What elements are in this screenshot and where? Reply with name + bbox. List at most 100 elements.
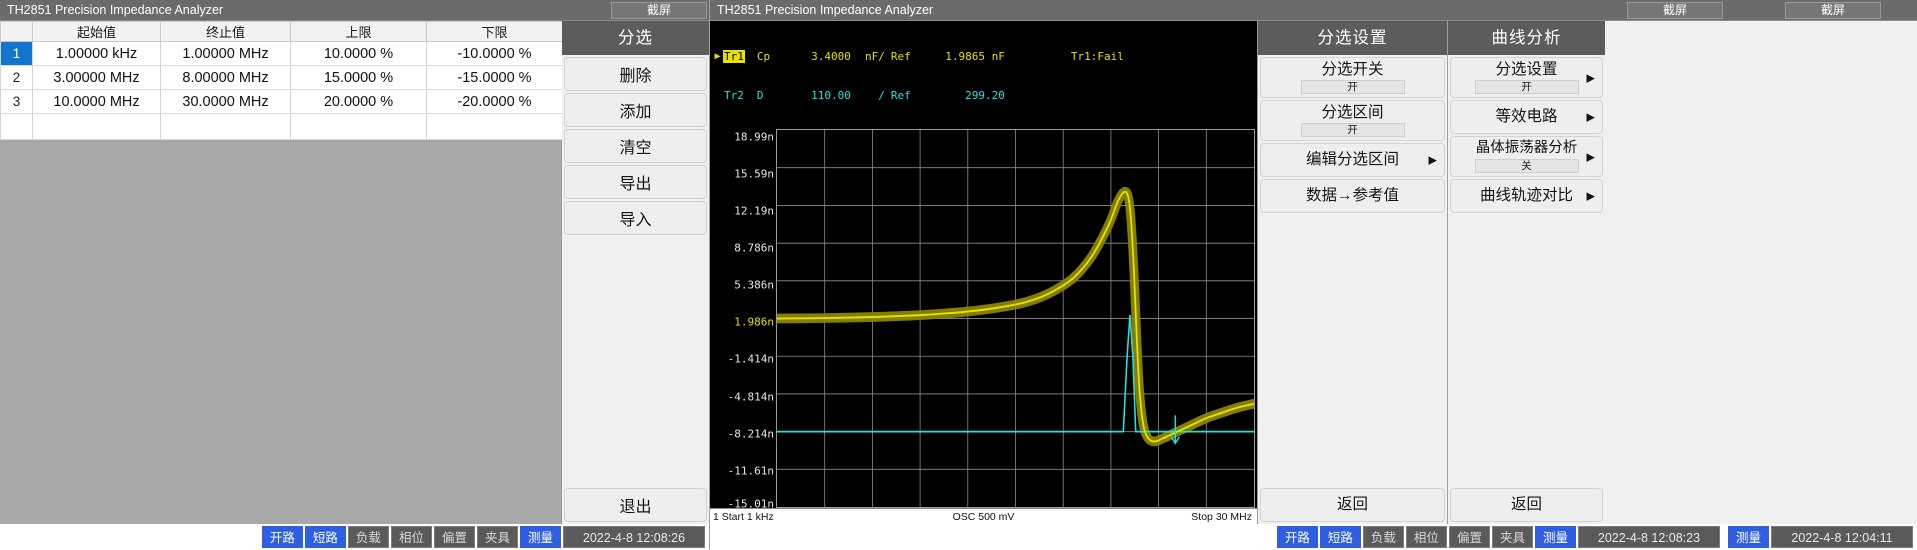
row-index: 1: [0, 41, 33, 66]
capture-screen-button-2[interactable]: 截屏: [1627, 1, 1723, 19]
col-header-index: [0, 21, 33, 42]
status-phase-2[interactable]: 相位: [1405, 526, 1447, 548]
status-short-2[interactable]: 短路: [1319, 526, 1361, 548]
status-open[interactable]: 开路: [261, 526, 303, 548]
trace2-value: 110.00: [811, 89, 851, 102]
binning-table-container: 起始值 终止值 上限 下限 1 1.00000 kHz 1.00000 MHz …: [0, 21, 563, 524]
softkey-clear[interactable]: 清空: [564, 129, 707, 163]
cell-start[interactable]: 1.00000 kHz: [32, 41, 161, 66]
trace2-param: D: [756, 89, 764, 102]
row-index: [0, 113, 33, 140]
y-tick-2: 12.19n: [734, 204, 774, 218]
plot-area[interactable]: 18.99n 15.59n 12.19n 8.786n 5.386n 1.986…: [710, 129, 1259, 511]
y-tick-8: -8.214n: [727, 427, 774, 441]
softkey-binning-back[interactable]: 返回: [1260, 488, 1445, 522]
status-measure[interactable]: 测量: [519, 526, 561, 548]
status-load[interactable]: 负载: [347, 526, 389, 548]
trace2-tag[interactable]: Tr2: [724, 89, 744, 102]
softkey-binning-range-label: 分选区间: [1321, 104, 1384, 121]
softkey-curve-binning-settings[interactable]: 分选设置 开 ▶: [1450, 57, 1603, 98]
cell-start[interactable]: [32, 113, 161, 140]
table-row[interactable]: 1 1.00000 kHz 1.00000 MHz 10.0000 % -10.…: [0, 41, 563, 66]
softkey-exit[interactable]: 退出: [564, 488, 707, 522]
cell-start[interactable]: 10.0000 MHz: [32, 89, 161, 114]
cell-lower[interactable]: -20.0000 %: [426, 89, 563, 114]
cell-upper[interactable]: 15.0000 %: [290, 65, 427, 90]
cell-start[interactable]: 3.00000 MHz: [32, 65, 161, 90]
cell-stop[interactable]: 30.0000 MHz: [160, 89, 291, 114]
window2-statusbar: 开路 短路 负载 相位 偏置 夹具 测量 2022-4-8 12:08:23 测…: [710, 524, 1917, 550]
cell-stop[interactable]: 8.00000 MHz: [160, 65, 291, 90]
table-row[interactable]: 3 10.0000 MHz 30.0000 MHz 20.0000 % -20.…: [0, 89, 563, 114]
softkey-equivalent-circuit[interactable]: 等效电路 ▶: [1450, 100, 1603, 134]
status-fixture[interactable]: 夹具: [476, 526, 518, 548]
cell-lower[interactable]: [426, 113, 563, 140]
capture-screen-button-3[interactable]: 截屏: [1785, 1, 1881, 19]
status-timestamp-2: 2022-4-8 12:08:23: [1577, 526, 1720, 548]
trace1-tag[interactable]: Tr1: [723, 50, 745, 63]
softkey-crystal-oscillator-analysis[interactable]: 晶体振荡器分析 关 ▶: [1450, 136, 1603, 177]
cell-lower[interactable]: -10.0000 %: [426, 41, 563, 66]
status-fixture-2[interactable]: 夹具: [1491, 526, 1533, 548]
scope-display[interactable]: ▶ Tr1 Cp 3.4000 nF/ Ref 1.9865 nF Tr1:Fa…: [710, 21, 1259, 524]
status-open-2[interactable]: 开路: [1276, 526, 1318, 548]
softkey-export[interactable]: 导出: [564, 165, 707, 199]
cell-upper[interactable]: [290, 113, 427, 140]
y-tick-0: 18.99n: [734, 130, 774, 144]
row-index: 3: [0, 89, 33, 114]
col-header-stop: 终止值: [160, 21, 291, 42]
softkey-add[interactable]: 添加: [564, 93, 707, 127]
softkey-binning-switch[interactable]: 分选开关 开: [1260, 57, 1445, 98]
softkey-curve-binning-settings-label: 分选设置: [1495, 61, 1558, 78]
trace-line-1[interactable]: ▶ Tr1 Cp 3.4000 nF/ Ref 1.9865 nF Tr1:Fa…: [712, 50, 1257, 63]
y-tick-6: -1.414n: [727, 352, 774, 366]
cell-upper[interactable]: 10.0000 %: [290, 41, 427, 66]
cell-lower[interactable]: -15.0000 %: [426, 65, 563, 90]
grid-lines: [777, 130, 1254, 507]
scope-footer: 1 Start 1 kHz OSC 500 mV Stop 30 MHz: [710, 508, 1257, 524]
y-tick-3: 8.786n: [734, 241, 774, 255]
y-tick-1: 15.59n: [734, 167, 774, 181]
trace2-unit: /: [878, 89, 885, 102]
osc-level-label: OSC 500 mV: [952, 511, 1015, 523]
y-tick-10: -15.01n: [727, 497, 774, 511]
binning-table[interactable]: 起始值 终止值 上限 下限 1 1.00000 kHz 1.00000 MHz …: [0, 21, 563, 140]
status-phase[interactable]: 相位: [390, 526, 432, 548]
status-measure-3[interactable]: 测量: [1727, 526, 1769, 548]
softkey-delete[interactable]: 删除: [564, 57, 707, 91]
window2-titlebar: TH2851 Precision Impedance Analyzer 截屏 截…: [710, 0, 1917, 21]
cell-stop[interactable]: 1.00000 MHz: [160, 41, 291, 66]
softkey-curve-back[interactable]: 返回: [1450, 488, 1603, 522]
softkey-import[interactable]: 导入: [564, 201, 707, 235]
softkey-data-to-reference[interactable]: 数据→参考值: [1260, 179, 1445, 213]
plot-canvas[interactable]: [772, 129, 1259, 508]
y-tick-5: 1.986n: [734, 315, 774, 329]
softkey-exit-label: 退出: [619, 499, 652, 516]
softkey-curve-trace-compare[interactable]: 曲线轨迹对比 ▶: [1450, 179, 1603, 213]
status-short[interactable]: 短路: [304, 526, 346, 548]
table-row-empty[interactable]: [0, 113, 563, 140]
status-load-2[interactable]: 负载: [1362, 526, 1404, 548]
col-header-start: 起始值: [32, 21, 161, 42]
trace-line-2[interactable]: Tr2 D 110.00 / Ref 299.20: [712, 89, 1257, 102]
cell-upper[interactable]: 20.0000 %: [290, 89, 427, 114]
table-header-row: 起始值 终止值 上限 下限: [0, 21, 563, 42]
capture-screen-button-1[interactable]: 截屏: [611, 1, 707, 19]
table-row[interactable]: 2 3.00000 MHz 8.00000 MHz 15.0000 % -15.…: [0, 65, 563, 90]
trace-markers: [1170, 415, 1180, 445]
trace1-value: 3.4000: [811, 50, 851, 63]
y-tick-9: -11.61n: [727, 464, 774, 478]
trace1-status: Tr1:Fail: [1070, 50, 1124, 63]
softkey-crystal-oscillator-analysis-label: 晶体振荡器分析: [1475, 140, 1578, 156]
status-bias-2[interactable]: 偏置: [1448, 526, 1490, 548]
softkey-binning-range[interactable]: 分选区间 开: [1260, 100, 1445, 141]
window1-title: TH2851 Precision Impedance Analyzer: [7, 2, 224, 17]
cell-stop[interactable]: [160, 113, 291, 140]
status-measure-2[interactable]: 测量: [1534, 526, 1576, 548]
panel-curve-header: 曲线分析: [1448, 21, 1605, 55]
scope-chart-svg: [772, 130, 1259, 507]
softkey-edit-binning-range[interactable]: 编辑分选区间 ▶: [1260, 143, 1445, 177]
status-bias[interactable]: 偏置: [433, 526, 475, 548]
window-curve-analysis: TH2851 Precision Impedance Analyzer 截屏 截…: [710, 0, 1917, 550]
